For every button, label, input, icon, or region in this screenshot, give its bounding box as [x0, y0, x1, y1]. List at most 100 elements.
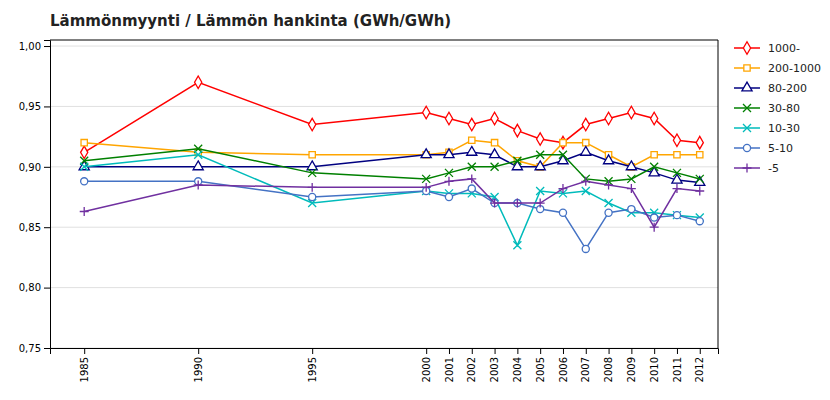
point [674, 152, 680, 158]
y-tick: 0,75 [19, 343, 50, 354]
x-tick: 2003 [489, 348, 500, 382]
point [490, 199, 499, 208]
point [559, 136, 566, 148]
point [514, 199, 521, 206]
point [445, 112, 452, 124]
legend: 1000-200-100080-20030-8010-305-10-5 [734, 42, 821, 175]
x-tick: 2007 [580, 348, 591, 382]
point [445, 177, 454, 186]
series-group [79, 76, 705, 252]
x-tick-mark [654, 348, 655, 354]
x-tick: 2010 [649, 348, 660, 382]
point [81, 178, 88, 185]
series [80, 174, 705, 231]
y-tick: 0,85 [19, 222, 50, 233]
point [514, 124, 521, 136]
point [445, 169, 453, 177]
x-tick: 2001 [444, 348, 455, 382]
x-tick-label: 2010 [649, 357, 660, 382]
point [468, 118, 475, 130]
series-line [84, 149, 700, 182]
point [673, 134, 680, 146]
legend-item: -5 [734, 162, 779, 175]
x-axis-line [51, 349, 719, 355]
legend-item: 200-1000 [734, 62, 821, 75]
point [603, 155, 613, 164]
point [605, 209, 612, 216]
x-tick: 2005 [535, 348, 546, 382]
x-tick-mark [586, 348, 587, 354]
point [536, 199, 545, 208]
point [672, 184, 681, 193]
x-tick: 2006 [558, 348, 569, 382]
legend-marker [742, 82, 752, 91]
point [651, 214, 658, 221]
point [581, 177, 590, 186]
point [605, 112, 612, 124]
x-tick-mark [609, 348, 610, 354]
x-tick-mark [84, 348, 85, 354]
point [81, 140, 87, 146]
x-tick-mark [517, 348, 518, 354]
x-tick: 1985 [79, 348, 90, 382]
frame-top [50, 40, 718, 41]
point [650, 223, 659, 232]
x-tick-mark [495, 348, 496, 354]
series [80, 145, 704, 186]
point [489, 149, 499, 158]
grid-line [50, 287, 718, 288]
y-tick-label: 0,95 [19, 101, 41, 112]
point [558, 184, 567, 193]
series-line [84, 155, 700, 246]
y-tick-label: 0,90 [19, 162, 41, 173]
point [559, 151, 567, 159]
x-tick-label: 2003 [489, 357, 500, 382]
grid [50, 46, 718, 348]
x-tick: 1995 [307, 348, 318, 382]
point [422, 175, 430, 183]
point [628, 106, 635, 118]
grid-line [50, 227, 718, 228]
x-tick-label: 1990 [193, 357, 204, 382]
legend-marker [743, 164, 752, 173]
frame-right [718, 40, 719, 348]
y-tick-mark [44, 46, 50, 47]
point [650, 163, 658, 171]
y-tick-mark [44, 348, 50, 349]
legend-item: 10-30 [734, 122, 800, 135]
y-tick-label: 0,85 [19, 222, 41, 233]
point [423, 106, 430, 118]
series-line [84, 82, 700, 152]
point [582, 245, 589, 252]
legend-marker [743, 124, 751, 132]
y-tick-label: 0,80 [19, 282, 41, 293]
point [468, 185, 475, 192]
point [513, 157, 521, 165]
point [513, 241, 521, 249]
x-tick-mark [631, 348, 632, 354]
y-tick-mark [44, 167, 50, 168]
point [309, 118, 316, 130]
x-tick: 2011 [672, 348, 683, 382]
point [445, 193, 452, 200]
legend-marker [743, 42, 750, 54]
point [79, 161, 89, 170]
point [696, 218, 703, 225]
point [468, 163, 476, 171]
legend-label: 5-10 [768, 142, 793, 155]
series [81, 76, 704, 159]
series-line [84, 140, 700, 167]
legend-label: 200-1000 [768, 62, 821, 75]
legend-item: 30-80 [734, 102, 800, 115]
x-tick: 2009 [626, 348, 637, 382]
point [308, 169, 316, 177]
point [444, 149, 454, 158]
x-tick-label: 2006 [558, 357, 569, 382]
legend-marker [743, 104, 751, 112]
x-tick-label: 2002 [466, 357, 477, 382]
legend-marker [744, 65, 750, 71]
x-tick: 1990 [193, 348, 204, 382]
chart: 1985199019952000200120022003200420052006… [0, 0, 830, 400]
x-tick-mark [700, 348, 701, 354]
point [491, 140, 497, 146]
